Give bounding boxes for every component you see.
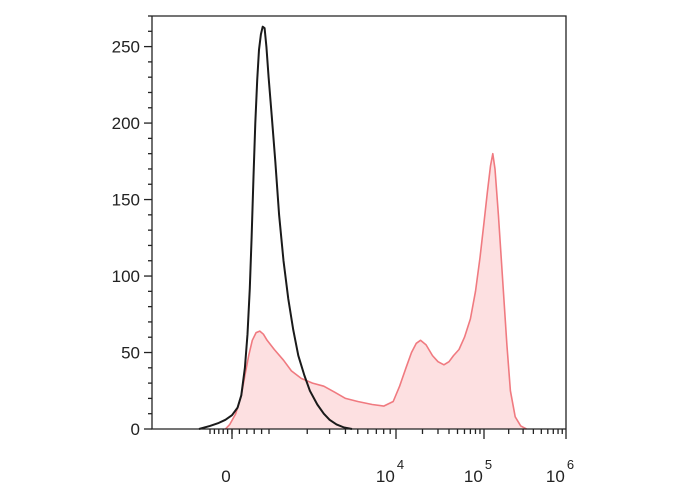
y-axis: 0 50 100 150 200 250 xyxy=(112,15,152,439)
y-tick-label: 250 xyxy=(112,38,140,57)
y-tick-label: 200 xyxy=(112,114,140,133)
y-tick-label: 0 xyxy=(131,420,140,439)
series-area-1 xyxy=(225,153,527,429)
x-tick-label: 104 xyxy=(376,457,404,486)
series-line-1 xyxy=(224,152,527,430)
y-tick-label: 150 xyxy=(112,191,140,210)
series-layer xyxy=(198,25,527,430)
x-tick-label: 106 xyxy=(546,457,574,486)
series-line-0 xyxy=(198,25,353,430)
x-tick-label: 0 xyxy=(221,467,230,486)
x-axis: 0 104 105 106 xyxy=(209,429,574,486)
y-tick-label: 100 xyxy=(112,267,140,286)
x-tick-label: 105 xyxy=(464,457,492,486)
y-tick-label: 50 xyxy=(121,344,140,363)
